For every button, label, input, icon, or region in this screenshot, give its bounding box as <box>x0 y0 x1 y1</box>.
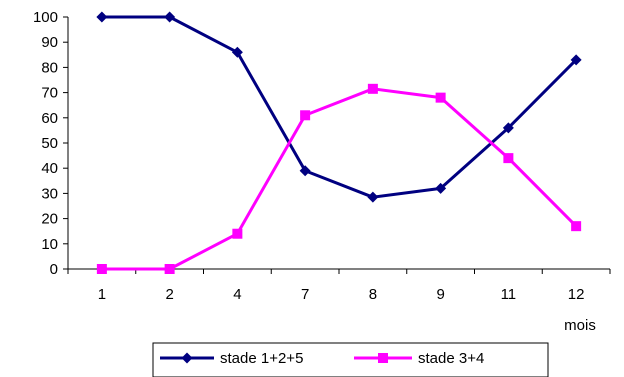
series-1 <box>96 11 582 203</box>
legend-label-series-1: stade 1+2+5 <box>220 350 303 367</box>
data-point-diamond <box>96 11 108 23</box>
legend: stade 1+2+5 stade 3+4 <box>152 342 549 377</box>
x-tick-label: 11 <box>501 286 517 303</box>
data-point-square <box>435 92 446 103</box>
axes <box>67 17 610 270</box>
data-point-diamond <box>164 11 176 23</box>
series-layer <box>96 11 582 274</box>
legend-marker-diamond <box>181 352 193 364</box>
y-ticks: 0 10 20 30 40 50 60 70 80 90 100 <box>33 9 68 278</box>
y-tick-label: 10 <box>41 236 58 253</box>
data-point-square <box>300 110 311 121</box>
y-tick-label: 50 <box>41 135 58 152</box>
data-point-diamond <box>299 165 311 177</box>
data-point-diamond <box>570 54 582 66</box>
y-tick-label: 80 <box>41 59 58 76</box>
data-point-square <box>164 264 175 274</box>
series-line <box>101 87 578 271</box>
data-point-square <box>96 264 107 274</box>
x-tick-label: 8 <box>369 286 377 303</box>
x-tick-label: 7 <box>301 286 309 303</box>
data-point-diamond <box>435 182 447 194</box>
x-ticks: 1 2 4 7 8 9 11 12 <box>67 269 611 303</box>
data-point-diamond <box>367 191 379 203</box>
y-tick-label: 70 <box>41 85 58 102</box>
data-point-diamond <box>502 122 514 134</box>
y-tick-label: 40 <box>41 160 58 177</box>
x-tick-label: 9 <box>436 286 444 303</box>
x-tick-label: 4 <box>233 286 241 303</box>
data-point-square <box>367 83 378 94</box>
x-tick-label: 2 <box>165 286 173 303</box>
data-point-square <box>232 228 243 239</box>
y-tick-label: 30 <box>41 185 58 202</box>
legend-label-series-2: stade 3+4 <box>418 350 484 367</box>
legend-marker-square <box>378 353 388 363</box>
x-tick-label: 12 <box>568 286 585 303</box>
data-point-square <box>571 221 582 232</box>
y-tick-label: 20 <box>41 211 58 228</box>
legend-box <box>152 342 549 377</box>
y-tick-label: 60 <box>41 110 58 127</box>
x-tick-label: 1 <box>98 286 106 303</box>
y-tick-label: 90 <box>41 34 58 51</box>
series-2 <box>96 83 582 274</box>
data-point-diamond <box>231 46 243 58</box>
data-point-square <box>503 153 514 164</box>
y-tick-label: 100 <box>33 9 58 26</box>
x-axis-label: mois <box>564 317 596 334</box>
series-line <box>101 15 578 199</box>
y-tick-label: 0 <box>50 261 58 278</box>
